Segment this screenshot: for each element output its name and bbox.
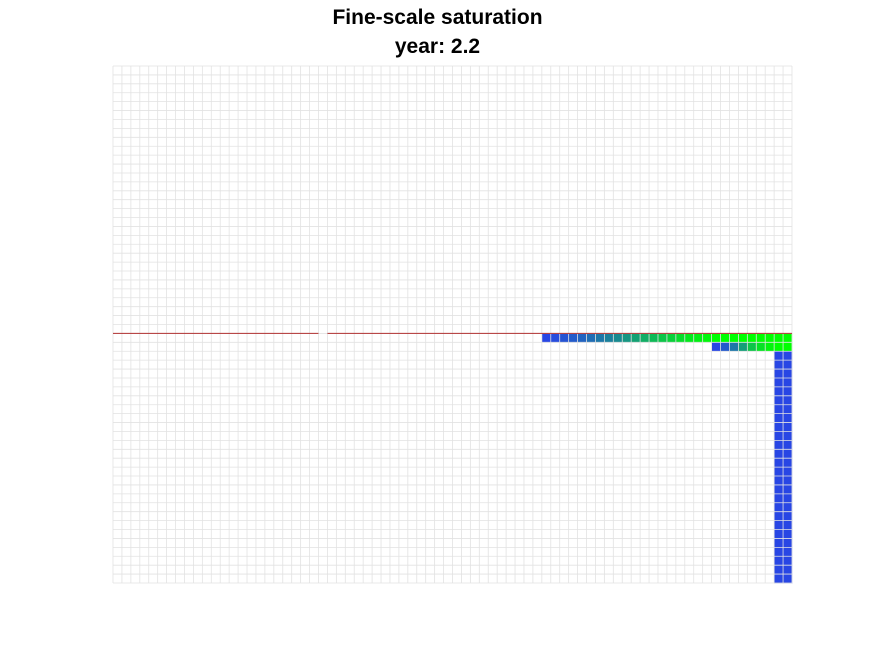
saturation-cell: [774, 529, 784, 539]
saturation-cell: [568, 333, 578, 343]
saturation-cell: [774, 574, 784, 584]
saturation-cell: [729, 342, 739, 352]
saturation-cell: [649, 333, 659, 343]
saturation-cell: [774, 484, 784, 495]
saturation-cell: [657, 333, 668, 343]
saturation-cell: [774, 502, 784, 512]
saturation-cell: [774, 431, 784, 441]
chart-subtitle: year: 2.2: [394, 35, 481, 58]
saturation-cell: [586, 333, 596, 343]
grid-layer: [112, 65, 793, 584]
saturation-cell: [783, 538, 793, 548]
saturation-cell: [702, 333, 712, 343]
saturation-cell: [783, 351, 793, 361]
saturation-cell: [720, 342, 730, 352]
saturation-cell: [783, 565, 793, 575]
saturation-cell: [774, 351, 784, 361]
saturation-cell: [774, 493, 784, 504]
saturation-cell: [774, 565, 784, 575]
saturation-cell: [783, 574, 793, 584]
saturation-cell: [720, 333, 730, 343]
saturation-cell: [783, 520, 793, 530]
saturation-cell: [577, 333, 587, 343]
saturation-cell: [783, 502, 793, 512]
saturation-cell: [774, 476, 784, 486]
saturation-cell: [738, 342, 748, 352]
saturation-cell: [756, 342, 766, 352]
saturation-cell: [774, 342, 784, 352]
saturation-cell: [774, 538, 784, 548]
saturation-cell: [559, 333, 569, 343]
chart-title: Fine-scale saturation: [332, 6, 543, 29]
saturation-cell: [783, 395, 793, 406]
saturation-cell: [783, 413, 793, 423]
saturation-cell: [774, 422, 784, 432]
saturation-cell: [783, 467, 793, 477]
saturation-cell: [783, 369, 793, 379]
saturation-cell: [675, 333, 686, 343]
saturation-cell: [622, 333, 632, 343]
saturation-cell: [693, 333, 703, 343]
saturation-cell: [738, 333, 748, 343]
saturation-cell: [783, 484, 793, 495]
saturation-cell: [774, 386, 784, 397]
saturation-cell: [765, 342, 775, 352]
saturation-cell: [774, 520, 784, 530]
saturation-cell: [604, 333, 614, 343]
saturation-cell: [783, 493, 793, 504]
saturation-cell: [783, 422, 793, 432]
saturation-cell: [783, 476, 793, 486]
saturation-cell: [783, 386, 793, 397]
saturation-cell: [774, 369, 784, 379]
saturation-cell: [613, 333, 623, 343]
saturation-cell: [783, 529, 793, 539]
saturation-cell: [711, 333, 721, 343]
saturation-cell: [774, 547, 784, 557]
saturation-cell: [783, 377, 793, 388]
saturation-cell: [774, 467, 784, 477]
saturation-cell: [774, 458, 784, 468]
saturation-cell: [765, 333, 775, 343]
saturation-cell: [550, 333, 561, 343]
saturation-cell: [711, 342, 721, 352]
saturation-cells-layer: [541, 333, 793, 584]
saturation-cell: [631, 333, 641, 343]
saturation-cell: [774, 333, 784, 343]
saturation-cell: [783, 458, 793, 468]
saturation-cell: [783, 333, 793, 343]
saturation-cell: [774, 377, 784, 388]
saturation-cell: [783, 440, 793, 450]
saturation-cell: [666, 333, 677, 343]
saturation-cell: [756, 333, 766, 343]
saturation-cell: [774, 395, 784, 406]
saturation-cell: [684, 333, 695, 343]
saturation-cell: [747, 333, 757, 343]
saturation-cell: [774, 413, 784, 423]
saturation-cell: [774, 440, 784, 450]
saturation-cell: [774, 449, 784, 459]
saturation-cell: [783, 449, 793, 459]
saturation-cell: [783, 360, 793, 370]
saturation-cell: [747, 342, 757, 352]
saturation-cell: [729, 333, 739, 343]
saturation-cell: [783, 547, 793, 557]
saturation-cell: [774, 556, 784, 566]
saturation-cell: [774, 511, 784, 521]
saturation-cell: [595, 333, 605, 343]
saturation-cell: [783, 342, 793, 352]
saturation-cell: [774, 360, 784, 370]
saturation-cell: [640, 333, 650, 343]
saturation-cell: [783, 511, 793, 521]
saturation-cell: [783, 431, 793, 441]
saturation-cell: [541, 333, 552, 343]
saturation-cell: [783, 404, 793, 414]
saturation-cell: [774, 404, 784, 414]
saturation-cell: [783, 556, 793, 566]
